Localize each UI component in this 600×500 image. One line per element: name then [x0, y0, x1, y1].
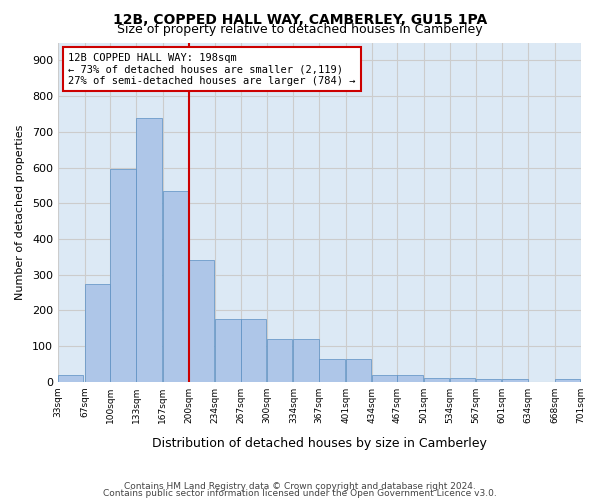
- Bar: [188, 260, 214, 382]
- Bar: [58, 374, 83, 382]
- Bar: [241, 320, 266, 382]
- Bar: [136, 118, 161, 382]
- Y-axis label: Number of detached properties: Number of detached properties: [15, 124, 25, 300]
- Bar: [215, 320, 241, 382]
- Bar: [476, 380, 501, 382]
- Bar: [371, 374, 397, 382]
- Text: Contains public sector information licensed under the Open Government Licence v3: Contains public sector information licen…: [103, 489, 497, 498]
- Bar: [554, 380, 580, 382]
- Bar: [319, 358, 344, 382]
- Bar: [397, 374, 423, 382]
- Bar: [502, 380, 527, 382]
- Bar: [424, 378, 449, 382]
- Bar: [293, 339, 319, 382]
- Bar: [450, 378, 475, 382]
- Bar: [110, 170, 136, 382]
- Bar: [85, 284, 110, 382]
- Bar: [346, 358, 371, 382]
- Text: Contains HM Land Registry data © Crown copyright and database right 2024.: Contains HM Land Registry data © Crown c…: [124, 482, 476, 491]
- X-axis label: Distribution of detached houses by size in Camberley: Distribution of detached houses by size …: [152, 437, 487, 450]
- Text: 12B COPPED HALL WAY: 198sqm
← 73% of detached houses are smaller (2,119)
27% of : 12B COPPED HALL WAY: 198sqm ← 73% of det…: [68, 52, 356, 86]
- Bar: [163, 191, 188, 382]
- Bar: [267, 339, 292, 382]
- Text: 12B, COPPED HALL WAY, CAMBERLEY, GU15 1PA: 12B, COPPED HALL WAY, CAMBERLEY, GU15 1P…: [113, 12, 487, 26]
- Text: Size of property relative to detached houses in Camberley: Size of property relative to detached ho…: [117, 24, 483, 36]
